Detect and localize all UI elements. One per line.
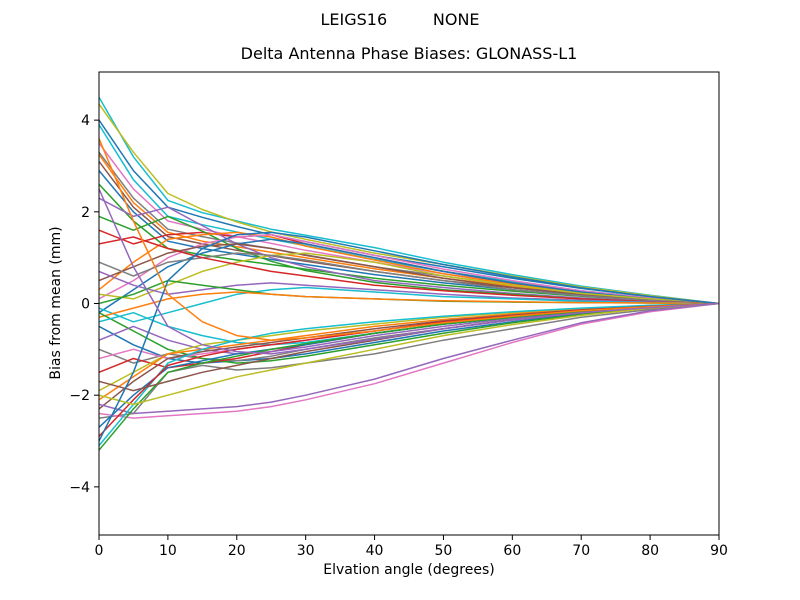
- y-tick-label: 4: [81, 113, 90, 129]
- series-line-44: [99, 231, 719, 442]
- x-tick-label: 90: [710, 543, 728, 559]
- series-line-17: [99, 243, 719, 305]
- series-line-18: [99, 252, 719, 305]
- series-line-36: [99, 302, 719, 419]
- series-line-16: [99, 238, 719, 314]
- chart-title: Delta Antenna Phase Biases: GLONASS-L1: [240, 44, 578, 63]
- y-tick-label: −2: [69, 388, 90, 404]
- x-axis-label: Elvation angle (degrees): [323, 562, 495, 578]
- series-group: [99, 96, 719, 451]
- series-line-6: [99, 151, 719, 305]
- x-tick-label: 10: [159, 543, 177, 559]
- y-tick-label: 2: [81, 205, 90, 221]
- series-line-27: [99, 302, 719, 364]
- series-line-37: [99, 302, 719, 415]
- x-tick-label: 0: [95, 543, 104, 559]
- series-line-22: [99, 286, 719, 323]
- figure-suptitle: LEIGS16 NONE: [320, 10, 480, 29]
- x-tick-label: 70: [572, 543, 590, 559]
- series-line-20: [99, 236, 719, 305]
- y-tick-label: −4: [69, 480, 90, 496]
- x-tick-label: 60: [503, 543, 521, 559]
- series-line-33: [99, 302, 719, 401]
- x-tick-label: 80: [641, 543, 659, 559]
- y-tick-label: 0: [81, 297, 90, 313]
- series-line-43: [99, 302, 719, 406]
- series-line-12: [99, 197, 719, 305]
- series-line-24: [99, 291, 719, 319]
- x-tick-label: 50: [435, 543, 453, 559]
- series-line-2: [99, 103, 719, 305]
- series-line-45: [99, 138, 719, 341]
- series-line-46: [99, 188, 719, 355]
- series-line-1: [99, 96, 719, 305]
- x-tick-label: 30: [297, 543, 315, 559]
- series-line-15: [99, 233, 719, 305]
- x-tick-label: 20: [228, 543, 246, 559]
- series-line-19: [99, 252, 719, 305]
- x-tick-label: 40: [366, 543, 384, 559]
- series-line-39: [99, 302, 719, 447]
